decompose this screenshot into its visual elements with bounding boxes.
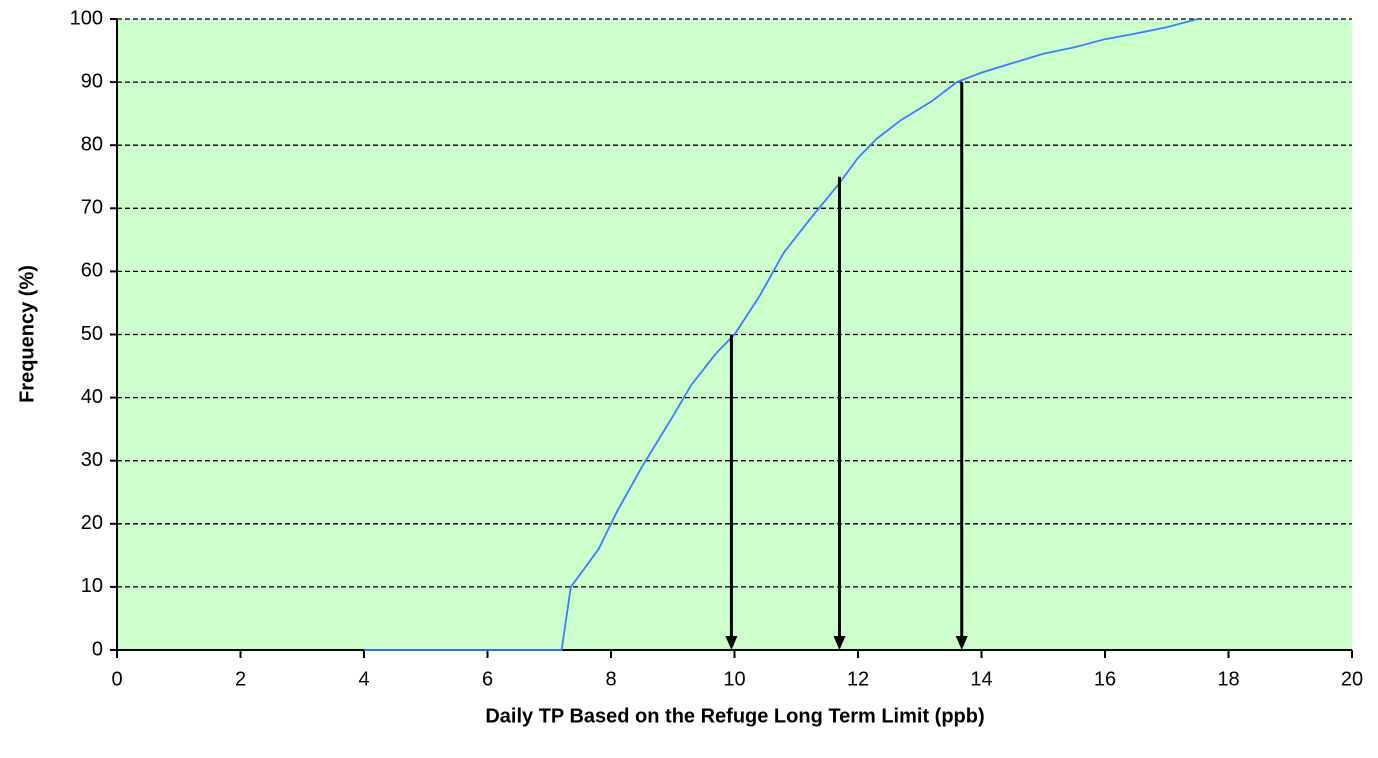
- y-tick-label: 10: [81, 575, 103, 597]
- y-tick-label: 0: [92, 638, 103, 660]
- x-tick-label: 10: [723, 668, 745, 690]
- arrow-head: [833, 636, 846, 650]
- y-tick-label: 60: [81, 260, 103, 282]
- x-tick-label: 0: [111, 668, 122, 690]
- x-tick-label: 20: [1341, 668, 1363, 690]
- x-tick-label: 6: [482, 668, 493, 690]
- y-tick-label: 80: [81, 133, 103, 155]
- arrow: [725, 334, 738, 650]
- x-tick-label: 4: [358, 668, 369, 690]
- arrow: [955, 82, 968, 650]
- arrow-head: [725, 636, 738, 650]
- x-tick-label: 14: [970, 668, 992, 690]
- arrow: [833, 176, 846, 650]
- arrow-head: [955, 636, 968, 650]
- x-axis-label: Daily TP Based on the Refuge Long Term L…: [485, 705, 984, 727]
- y-tick-label: 30: [81, 449, 103, 471]
- x-tick-label: 2: [235, 668, 246, 690]
- y-tick-label: 20: [81, 512, 103, 534]
- y-tick-label: 50: [81, 323, 103, 345]
- y-tick-label: 70: [81, 197, 103, 219]
- y-tick-label: 90: [81, 70, 103, 92]
- x-tick-label: 18: [1217, 668, 1239, 690]
- y-tick-label: 40: [81, 386, 103, 408]
- y-axis-label: Frequency (%): [16, 265, 38, 403]
- x-tick-label: 8: [605, 668, 616, 690]
- x-tick-label: 16: [1094, 668, 1116, 690]
- y-tick-label: 100: [70, 7, 103, 29]
- line-series: [364, 18, 1198, 651]
- x-tick-label: 12: [847, 668, 869, 690]
